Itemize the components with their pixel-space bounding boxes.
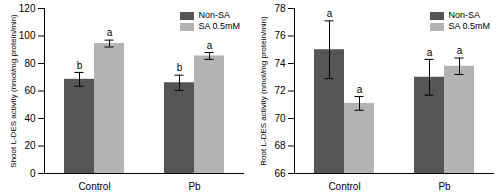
svg-text:Root L-DES activity (nmol/mg p: Root L-DES activity (nmol/mg protein/min… xyxy=(259,16,268,166)
svg-text:78: 78 xyxy=(274,3,286,14)
svg-text:76: 76 xyxy=(274,30,286,41)
svg-text:40: 40 xyxy=(24,113,36,124)
html-text:SA 0.5mM: SA 0.5mM xyxy=(198,21,240,31)
svg-text:b: b xyxy=(77,60,83,71)
svg-text:0: 0 xyxy=(30,168,36,179)
svg-text:a: a xyxy=(457,45,463,56)
svg-text:120: 120 xyxy=(19,3,36,14)
svg-text:70: 70 xyxy=(274,113,286,124)
svg-text:20: 20 xyxy=(24,140,36,151)
svg-text:66: 66 xyxy=(274,168,286,179)
svg-text:a: a xyxy=(427,47,433,58)
svg-text:80: 80 xyxy=(24,58,36,69)
svg-text:a: a xyxy=(327,8,333,19)
html-text:Non-SA: Non-SA xyxy=(448,10,480,20)
svg-text:b: b xyxy=(177,62,183,73)
svg-text:Pb: Pb xyxy=(188,181,201,192)
svg-text:a: a xyxy=(357,84,363,95)
svg-text:a: a xyxy=(207,40,213,51)
svg-text:100: 100 xyxy=(19,30,36,41)
svg-text:a: a xyxy=(107,27,113,38)
svg-text:Control: Control xyxy=(78,181,110,192)
html-text:SA 0.5mM: SA 0.5mM xyxy=(448,21,490,31)
svg-text:60: 60 xyxy=(24,85,36,96)
svg-text:Pb: Pb xyxy=(438,181,451,192)
svg-text:Control: Control xyxy=(328,181,360,192)
html-text:Non-SA: Non-SA xyxy=(198,10,230,20)
svg-text:68: 68 xyxy=(274,140,286,151)
svg-text:74: 74 xyxy=(274,58,286,69)
svg-text:Shoot L-DES activity (nmol/mg: Shoot L-DES activity (nmol/mg protein/mi… xyxy=(9,14,18,168)
svg-text:72: 72 xyxy=(274,85,286,96)
